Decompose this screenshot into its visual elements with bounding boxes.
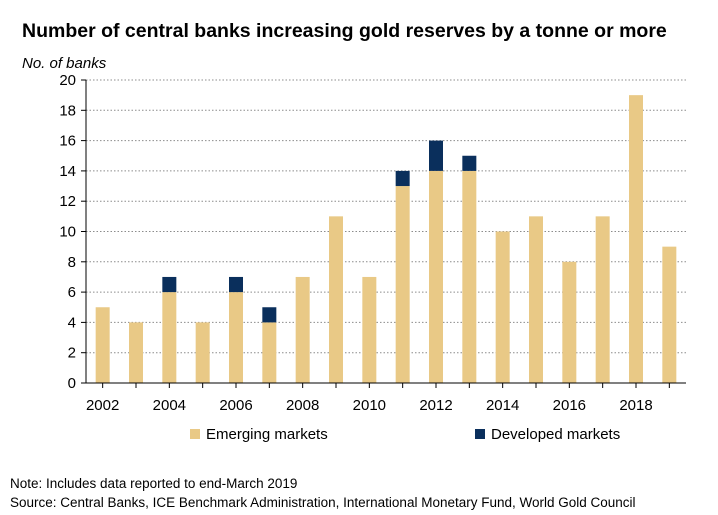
y-axis-label: No. of banks	[22, 55, 107, 72]
x-tick-label: 2016	[553, 397, 586, 414]
bar-emerging	[629, 95, 643, 384]
x-tick-label: 2010	[353, 397, 386, 414]
bar-emerging	[329, 216, 343, 383]
x-tick-label: 2002	[86, 397, 119, 414]
bar-emerging	[362, 276, 377, 383]
bar-emerging	[262, 322, 277, 383]
x-tick-label: 2012	[419, 397, 452, 414]
bar-developed	[395, 170, 410, 187]
x-tick-label: 2014	[486, 397, 519, 414]
y-tick-label: 18	[59, 102, 76, 119]
bar-emerging	[295, 276, 310, 383]
legend-swatch-emerging	[190, 429, 200, 439]
y-tick-label: 0	[68, 375, 76, 392]
x-tick-label: 2018	[619, 397, 652, 414]
y-tick-label: 12	[59, 193, 76, 210]
axes: 0 2 4 6 8 10 12 14 16 18 20 2002 2004 2006 2008 2010 201…	[59, 72, 686, 414]
bar-developed	[162, 276, 177, 293]
bar-emerging	[229, 292, 243, 383]
bar-emerging	[95, 307, 110, 383]
y-tick-label: 14	[59, 163, 76, 180]
bar-emerging	[162, 292, 177, 383]
bars	[95, 95, 677, 384]
bar-emerging	[562, 261, 577, 383]
bar-emerging	[495, 231, 510, 383]
bar-developed	[429, 140, 443, 171]
y-tick-label: 8	[68, 254, 76, 271]
x-tick-label: 2006	[219, 397, 252, 414]
y-tick-label: 20	[59, 72, 76, 89]
x-tick-label: 2008	[286, 397, 319, 414]
bar-developed	[462, 155, 477, 171]
y-tick-label: 2	[68, 345, 76, 362]
bar-developed	[229, 276, 243, 293]
legend-swatch-developed	[475, 429, 485, 439]
legend-label-developed: Developed markets	[491, 426, 620, 443]
y-tick-label: 6	[68, 284, 76, 301]
bar-emerging	[595, 216, 610, 383]
legend-label-emerging: Emerging markets	[206, 426, 328, 443]
y-tick-label: 16	[59, 133, 76, 150]
bar-emerging	[129, 322, 143, 383]
y-tick-label: 10	[59, 224, 76, 241]
x-tick-label: 2004	[153, 397, 186, 414]
bar-emerging	[662, 246, 677, 383]
chart-note: Note: Includes data reported to end-Marc…	[10, 476, 298, 491]
bar-emerging	[195, 322, 210, 383]
bar-emerging	[529, 216, 543, 383]
legend: Emerging markets Developed markets	[190, 426, 620, 443]
bar-emerging	[429, 170, 443, 383]
bar-emerging	[395, 186, 410, 383]
chart-source: Source: Central Banks, ICE Benchmark Adm…	[10, 495, 636, 510]
chart-title: Number of central banks increasing gold …	[22, 20, 667, 42]
bar-emerging	[462, 170, 477, 383]
y-tick-label: 4	[68, 314, 76, 331]
bar-developed	[262, 307, 277, 323]
